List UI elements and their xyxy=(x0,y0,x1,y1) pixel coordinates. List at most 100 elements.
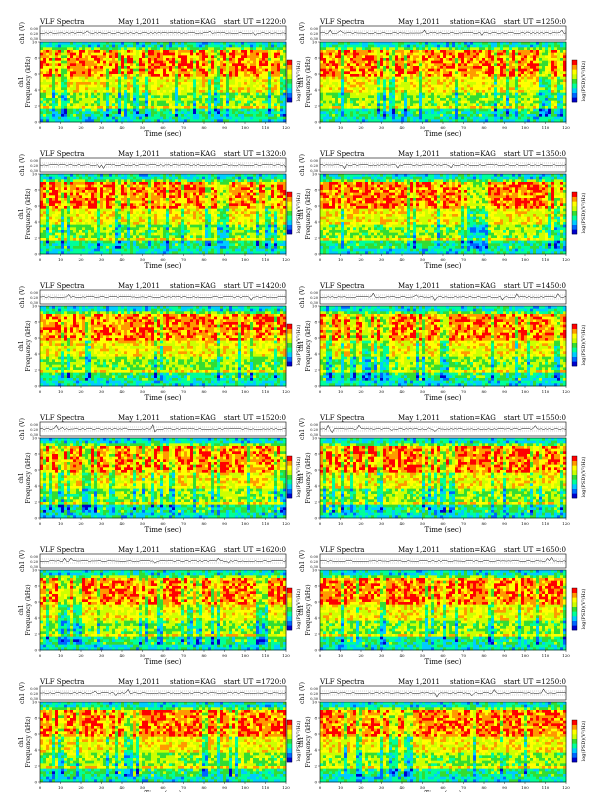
x-tick-label: 100 xyxy=(241,521,249,526)
colorbar-segment xyxy=(572,220,577,225)
y-tick-label: 4 xyxy=(314,352,317,357)
panel-date: May 1,2011 xyxy=(118,414,160,422)
x-tick-label: 0 xyxy=(319,653,322,658)
colorbar-segment xyxy=(572,729,577,734)
x-tick-label: 100 xyxy=(241,785,249,790)
x-tick-label: 120 xyxy=(282,389,290,394)
x-tick-label: 30 xyxy=(379,257,385,262)
colorbar-segment xyxy=(572,192,577,197)
time-axis-label: Time (sec) xyxy=(424,526,461,534)
y-tick-label: 10 xyxy=(32,40,38,45)
y-tick-label: 2 xyxy=(34,368,37,373)
y-tick-label: 0 xyxy=(34,252,37,257)
y-tick-label: 4 xyxy=(34,616,37,621)
colorbar-segment xyxy=(572,69,577,74)
panel-start-time: start UT =1420:0 xyxy=(224,282,286,290)
spectrogram-image xyxy=(40,438,286,518)
colorbar-segment xyxy=(287,88,292,93)
colorbar-segment xyxy=(287,725,292,730)
channel-label: ch1 xyxy=(298,208,305,219)
voltage-tick-label: 0.20 xyxy=(30,32,38,36)
x-tick-label: 90 xyxy=(222,125,228,130)
panel-date: May 1,2011 xyxy=(118,678,160,686)
x-tick-label: 40 xyxy=(119,389,125,394)
y-tick-label: 2 xyxy=(34,500,37,505)
x-tick-label: 30 xyxy=(99,653,105,658)
colorbar-label: log(PSD)(V²/Hz) xyxy=(580,589,587,630)
panel-station: station=KAG xyxy=(170,282,216,290)
colorbar-segment xyxy=(287,197,292,202)
x-tick-label: 20 xyxy=(78,653,84,658)
colorbar-segment xyxy=(287,338,292,343)
colorbar-segment xyxy=(572,588,577,593)
voltage-axis-label: ch1 (V) xyxy=(19,418,26,440)
colorbar-segment xyxy=(287,211,292,216)
colorbar-segment xyxy=(572,470,577,475)
voltage-tick-label: 0.20 xyxy=(310,428,318,432)
x-tick-label: 120 xyxy=(562,257,570,262)
y-tick-label: 0 xyxy=(314,648,317,653)
colorbar-segment xyxy=(572,748,577,753)
y-tick-label: 2 xyxy=(314,236,317,241)
colorbar-segment xyxy=(572,206,577,211)
voltage-axis-label: ch1 (V) xyxy=(19,286,26,308)
panel-start-time: start UT =1320:0 xyxy=(224,150,286,158)
voltage-axis-label: ch1 (V) xyxy=(19,154,26,176)
panel-start-time: start UT =1220:0 xyxy=(224,18,286,26)
panel-start-time: start UT =1250:0 xyxy=(504,18,566,26)
channel-label: ch1 xyxy=(18,472,25,483)
colorbar-label: log(PSD)(V²/Hz) xyxy=(580,721,587,762)
y-tick-label: 6 xyxy=(314,336,317,341)
y-tick-label: 0 xyxy=(34,648,37,653)
colorbar-segment xyxy=(572,343,577,348)
voltage-tick-label: 0.20 xyxy=(30,296,38,300)
time-axis-label: Time (sec) xyxy=(144,130,181,138)
voltage-trace-frame xyxy=(320,290,566,304)
voltage-tick-label: 0.20 xyxy=(310,692,318,696)
y-tick-label: 2 xyxy=(34,236,37,241)
x-tick-label: 0 xyxy=(319,125,322,130)
frequency-axis-label: Frequency (kHz) xyxy=(305,56,312,107)
colorbar-segment xyxy=(572,88,577,93)
voltage-tick-label: 0.00 xyxy=(30,291,38,295)
x-tick-label: 80 xyxy=(201,785,207,790)
frequency-axis-label: Frequency (kHz) xyxy=(305,716,312,767)
x-tick-label: 10 xyxy=(338,257,344,262)
y-tick-label: 8 xyxy=(34,452,37,457)
y-tick-label: 0 xyxy=(314,120,317,125)
x-tick-label: 110 xyxy=(542,125,550,130)
spectrogram-image xyxy=(40,702,286,782)
channel-label: ch1 xyxy=(298,472,305,483)
y-tick-label: 4 xyxy=(34,748,37,753)
colorbar-segment xyxy=(287,493,292,498)
colorbar-segment xyxy=(287,192,292,197)
colorbar-segment xyxy=(572,74,577,79)
colorbar-segment xyxy=(572,97,577,102)
colorbar-segment xyxy=(287,215,292,220)
spectrogram-image xyxy=(40,42,286,122)
y-tick-label: 10 xyxy=(312,568,318,573)
x-tick-label: 120 xyxy=(282,653,290,658)
colorbar-segment xyxy=(572,489,577,494)
colorbar-segment xyxy=(572,611,577,616)
colorbar-segment xyxy=(572,607,577,612)
x-tick-label: 10 xyxy=(338,653,344,658)
x-tick-label: 110 xyxy=(262,125,270,130)
colorbar-segment xyxy=(287,201,292,206)
y-tick-label: 2 xyxy=(314,104,317,109)
x-tick-label: 120 xyxy=(562,785,570,790)
colorbar-segment xyxy=(287,69,292,74)
voltage-tick-label: 0.00 xyxy=(310,687,318,691)
colorbar-segment xyxy=(572,211,577,216)
colorbar-segment xyxy=(287,593,292,598)
colorbar-segment xyxy=(287,229,292,234)
panel-title: VLF Spectra xyxy=(39,18,84,26)
y-tick-label: 10 xyxy=(32,304,38,309)
frequency-axis-label: Frequency (kHz) xyxy=(25,320,32,371)
colorbar-segment xyxy=(572,743,577,748)
panel-title: VLF Spectra xyxy=(319,150,364,158)
spectrogram-image xyxy=(320,42,566,122)
x-tick-label: 120 xyxy=(282,257,290,262)
frequency-axis-label: Frequency (kHz) xyxy=(25,716,32,767)
